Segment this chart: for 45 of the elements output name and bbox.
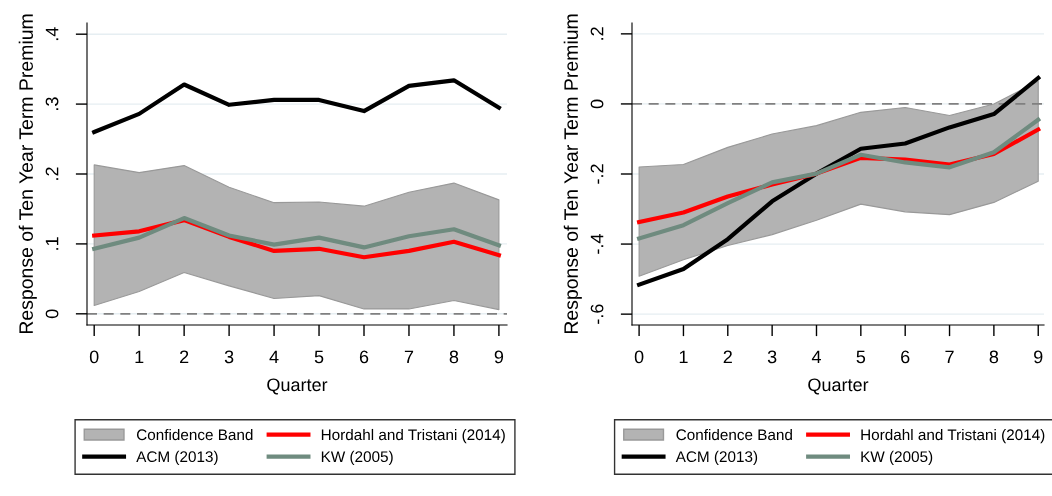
x-tick-label: 0 <box>634 350 644 364</box>
x-tick-label: 8 <box>989 350 999 364</box>
y-tick-label: .2 <box>590 27 604 40</box>
x-axis-title: Quarter <box>267 378 328 395</box>
x-tick-label: 4 <box>269 350 279 364</box>
legend-label: ACM (2013) <box>136 450 218 466</box>
legend-label: Hordahl and Tristani (2014) <box>861 428 1045 444</box>
x-tick-label: 7 <box>404 350 414 364</box>
line-series <box>92 78 501 135</box>
x-tick-label: 4 <box>811 350 821 364</box>
y-tick-label: -.2 <box>590 164 604 184</box>
x-tick-label: 9 <box>494 350 504 364</box>
text: Confidence Band <box>136 428 253 441</box>
text: Confidence Band <box>676 428 792 441</box>
x-tick-label: 8 <box>449 350 459 364</box>
x-tick-label: 2 <box>180 350 189 364</box>
y-tick-label: 0 <box>590 99 604 109</box>
legend-label: ACM (2013) <box>675 450 758 466</box>
line-series <box>637 117 1041 241</box>
y-tick-label: .4 <box>45 27 59 41</box>
y-tick-label: 0 <box>45 309 59 319</box>
x-tick-label: 5 <box>856 350 866 364</box>
line-series <box>92 215 501 251</box>
y-axis-title: Response of Ten Year Term Premium <box>563 14 582 334</box>
x-tick-label: 3 <box>767 350 777 364</box>
x-tick-label: 7 <box>945 350 954 364</box>
x-tick-label: 1 <box>679 350 688 364</box>
x-tick-label: 0 <box>89 350 99 364</box>
legend-label: KW (2005) <box>321 450 393 466</box>
y-tick-label: -.4 <box>590 234 604 254</box>
legend-label: Hordahl and Tristani (2014) <box>321 428 505 444</box>
y-axis-title: Response of Ten Year Term Premium <box>18 14 37 334</box>
x-axis-title: Quarter <box>808 378 869 395</box>
y-tick-label: .1 <box>45 237 59 250</box>
y-tick-label: .2 <box>45 167 59 180</box>
legend-label: KW (2005) <box>861 450 933 466</box>
x-tick-label: 2 <box>723 350 732 364</box>
y-tick-label: -.6 <box>590 304 604 324</box>
x-tick-label: 9 <box>1034 350 1043 364</box>
x-tick-label: 6 <box>901 350 910 364</box>
x-tick-label: 3 <box>224 350 234 364</box>
y-tick-label: .3 <box>45 97 59 110</box>
x-tick-label: 1 <box>135 350 144 364</box>
x-tick-label: 6 <box>359 350 369 364</box>
x-tick-label: 5 <box>314 350 324 364</box>
